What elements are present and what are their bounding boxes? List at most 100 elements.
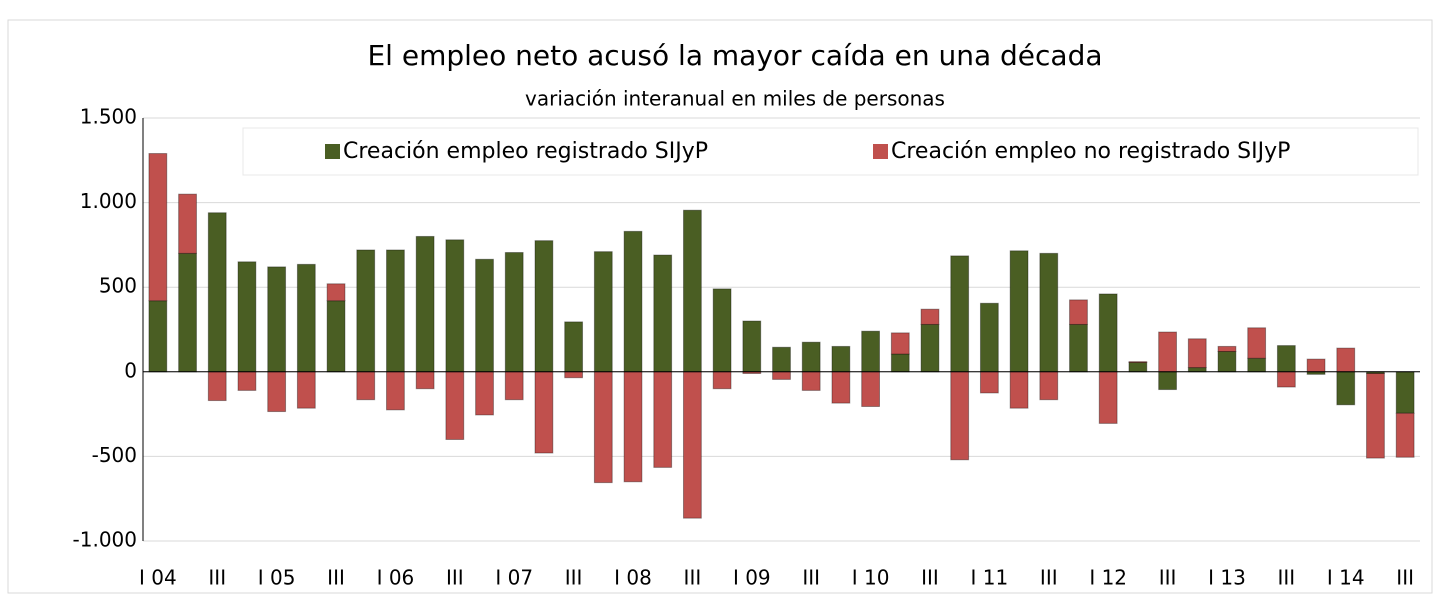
bar [861,330,881,373]
x-tick-label: III [565,566,583,590]
x-tick-label: III [921,566,939,590]
x-tick-label: I 07 [495,566,533,590]
legend-swatch [873,144,888,159]
bar [801,371,821,391]
bar [890,353,910,373]
bar [950,255,970,373]
bar [772,346,791,373]
bar [1336,371,1356,406]
x-tick-label: I 09 [733,566,771,590]
bar [1128,361,1148,373]
bar [207,371,227,402]
bar [445,239,465,373]
x-tick-label: I 10 [852,566,890,590]
bar [593,371,613,484]
bar [564,371,584,379]
bar [237,261,257,373]
bar [831,371,851,404]
bar [1187,367,1207,373]
bar [623,230,643,373]
bar [445,371,465,440]
bar [564,321,584,373]
bar [1276,345,1296,373]
bar [1336,347,1356,373]
bar [1128,361,1148,363]
bar [653,254,673,373]
x-tick-label: I 14 [1327,566,1365,590]
bar [742,320,762,373]
x-tick-label: I 13 [1208,566,1246,590]
bar [356,371,376,401]
x-tick-label: III [446,566,464,590]
bar [801,341,821,373]
bar [296,371,316,409]
bar [950,371,970,461]
y-tick-label: 500 [99,274,137,298]
bar [593,251,613,373]
bar [653,371,673,468]
bar [772,371,791,380]
y-tick-label: -1.000 [73,528,137,552]
bar [296,263,316,373]
bar [1098,371,1118,424]
bar [504,252,524,373]
bar [207,212,227,373]
x-tick-label: I 12 [1089,566,1127,590]
bar [415,235,435,373]
bar [1247,327,1267,359]
x-tick-label: III [802,566,820,590]
bar [1039,252,1059,373]
bar [682,371,702,519]
bar [712,371,732,390]
legend-label: Creación empleo registrado SIJyP [343,139,708,164]
bar [1217,350,1237,373]
bar [475,371,494,416]
y-tick-label: -500 [92,443,137,467]
bar [1306,358,1326,373]
bar [1158,331,1177,373]
legend-label: Creación empleo no registrado SIJyP [891,139,1290,164]
bar [1098,293,1118,373]
x-tick-label: III [684,566,702,590]
bar [623,371,643,483]
bar [1158,371,1177,391]
bar [267,266,287,373]
bar [267,371,287,413]
bar [1069,299,1088,325]
bar [386,249,405,373]
x-tick-label: III [327,566,345,590]
x-tick-label: I 06 [377,566,415,590]
bar [1395,412,1415,458]
y-tick-label: 0 [124,358,137,382]
bar [920,323,940,373]
bar [712,288,732,373]
x-tick-label: I 08 [614,566,652,590]
bar [178,193,197,254]
x-tick-label: I 04 [139,566,177,590]
x-tick-label: I 11 [971,566,1009,590]
y-tick-label: 1.500 [80,105,137,129]
bar [326,283,346,302]
bar [1366,372,1385,459]
bar [1009,250,1029,373]
bar [1069,323,1088,373]
bar [682,209,702,373]
bar [1039,371,1059,401]
bar [148,153,168,302]
bar [1217,345,1237,352]
bar [1247,357,1267,373]
legend-swatch [325,144,340,159]
x-tick-label: III [1040,566,1058,590]
x-tick-label: III [208,566,226,590]
bar [1009,371,1029,409]
bar [237,371,257,391]
bar [979,371,999,394]
x-tick-label: III [1159,566,1177,590]
bar [890,332,910,355]
bar [148,300,168,373]
bar [920,308,940,325]
bar [386,371,405,411]
bar [861,371,881,407]
